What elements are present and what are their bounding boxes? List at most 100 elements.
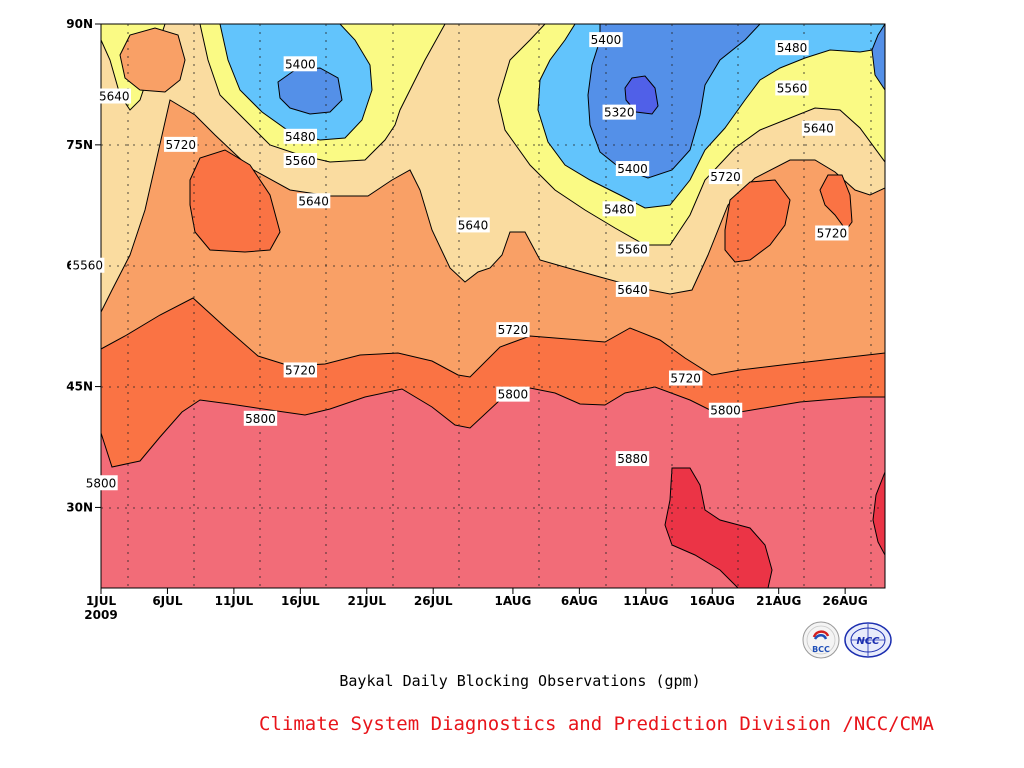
contour-label-text: 5560: [72, 259, 103, 273]
contour-label: 5640: [296, 193, 331, 209]
contour-label: 5800: [496, 386, 530, 402]
contour-label: 5480: [602, 201, 636, 217]
x-tick-label: 26JUL: [414, 594, 453, 608]
contour-label-box: [602, 104, 636, 120]
contour-label-box: [283, 362, 318, 378]
contour-label-text: 5400: [591, 33, 622, 47]
contour-label-box: [615, 161, 650, 177]
contour-label: 5560: [775, 80, 809, 96]
contour-label-box: [615, 241, 650, 257]
x-tick-label: 21JUL: [347, 594, 386, 608]
x-year-label: 2009: [84, 608, 117, 622]
band-5400-east: [871, 24, 885, 91]
contour-label-box: [801, 120, 836, 136]
contour-label-box: [496, 386, 530, 402]
gridlines: [101, 24, 885, 588]
contour-label: 5800: [84, 475, 118, 491]
contour-label: 5880: [615, 451, 650, 467]
contour-label-box: [708, 169, 743, 185]
contour-label: 5800: [243, 410, 278, 426]
x-tick-label: 6AUG: [561, 594, 598, 608]
x-tick-label: 11AUG: [623, 594, 668, 608]
contour-label: 5400: [615, 161, 650, 177]
contour-label-text: 5720: [670, 372, 701, 386]
contour-label: 5640: [97, 88, 131, 104]
contour-labels: 5400 5640 5720 5480 5560 5640 5560 5720 5800 5800…: [71, 32, 849, 491]
x-tick-label: 16AUG: [690, 594, 735, 608]
contour-label-text: 5640: [298, 194, 329, 208]
contour-label-box: [296, 193, 331, 209]
contour-label: 5720: [164, 136, 198, 152]
contour-label-text: 5800: [710, 404, 741, 418]
contour-label-box: [708, 402, 743, 418]
contour-label-box: [775, 40, 809, 56]
cell-5640-nw: [119, 27, 186, 93]
contour-label-text: 5720: [285, 363, 316, 377]
ncc-logo: NCC: [844, 621, 892, 659]
contour-label-text: 5720: [710, 170, 741, 184]
contour-label-text: 5800: [498, 388, 529, 402]
contour-label: 5720: [708, 169, 743, 185]
bcc-logo-text: BCC: [812, 645, 830, 654]
x-tick-label: 16JUL: [281, 594, 320, 608]
x-tick-label: 11JUL: [215, 594, 254, 608]
contour-label: 5560: [71, 257, 105, 273]
contour-label-box: [815, 225, 849, 241]
contour-label-text: 5480: [777, 41, 808, 55]
contour-label-text: 5560: [617, 243, 648, 257]
cell-5880-south: [664, 467, 773, 588]
x-tick-label: 6JUL: [152, 594, 183, 608]
contour-label-text: 5640: [803, 122, 834, 136]
contour-label-box: [97, 88, 131, 104]
contour-label: 5640: [615, 281, 650, 297]
contour-label-text: 5320: [604, 106, 635, 120]
contour-label: 5720: [496, 322, 530, 338]
cell-5880-east: [872, 471, 885, 556]
contour-label-box: [775, 80, 809, 96]
y-tick-label: 30N: [66, 500, 93, 514]
contour-label-text: 5640: [458, 218, 489, 232]
contour-label-box: [71, 257, 105, 273]
axis-ticks: [95, 23, 846, 594]
contour-label: 5640: [801, 120, 836, 136]
contour-label-text: 5800: [86, 476, 117, 490]
band-5400: [587, 24, 761, 179]
cell-5720-west: [189, 149, 281, 253]
contour-label-text: 5720: [498, 323, 529, 337]
y-tick-label: 75N: [66, 138, 93, 152]
contour-label-box: [84, 475, 118, 491]
contour-label-box: [283, 56, 318, 72]
contour-label: 5480: [775, 40, 809, 56]
x-tick-label: 26AUG: [823, 594, 868, 608]
contour-label: 5640: [456, 217, 490, 233]
contour-label: 5480: [283, 128, 318, 144]
contour-label-box: [283, 152, 318, 168]
contour-label-text: 5480: [285, 130, 316, 144]
ncc-logo-text: NCC: [856, 636, 880, 647]
y-tick-label: 90N: [66, 17, 93, 31]
contour-label: 5400: [589, 32, 623, 48]
x-tick-label: 1AUG: [494, 594, 531, 608]
contour-label-box: [668, 370, 703, 386]
band-5320: [624, 75, 659, 115]
contour-label-box: [615, 451, 650, 467]
plot-frame: [100, 23, 886, 589]
contour-label: 5720: [283, 362, 318, 378]
contour-label-box: [283, 128, 318, 144]
chart-caption: Baykal Daily Blocking Observations (gpm): [339, 672, 701, 690]
contour-label-text: 5480: [604, 202, 635, 216]
credit-line: Climate System Diagnostics and Predictio…: [259, 713, 934, 735]
contour-label-box: [615, 281, 650, 297]
contour-label: 5720: [668, 370, 703, 386]
contour-label-box: [243, 410, 278, 426]
contour-label-text: 5560: [285, 154, 316, 168]
contour-label: 5800: [708, 402, 743, 418]
contour-label: 5560: [615, 241, 650, 257]
contour-label-box: [164, 136, 198, 152]
contour-label-text: 5720: [165, 138, 196, 152]
contour-label-box: [589, 32, 623, 48]
contour-label-box: [496, 322, 530, 338]
contour-label-text: 5400: [617, 162, 648, 176]
contour-label-box: [456, 217, 490, 233]
